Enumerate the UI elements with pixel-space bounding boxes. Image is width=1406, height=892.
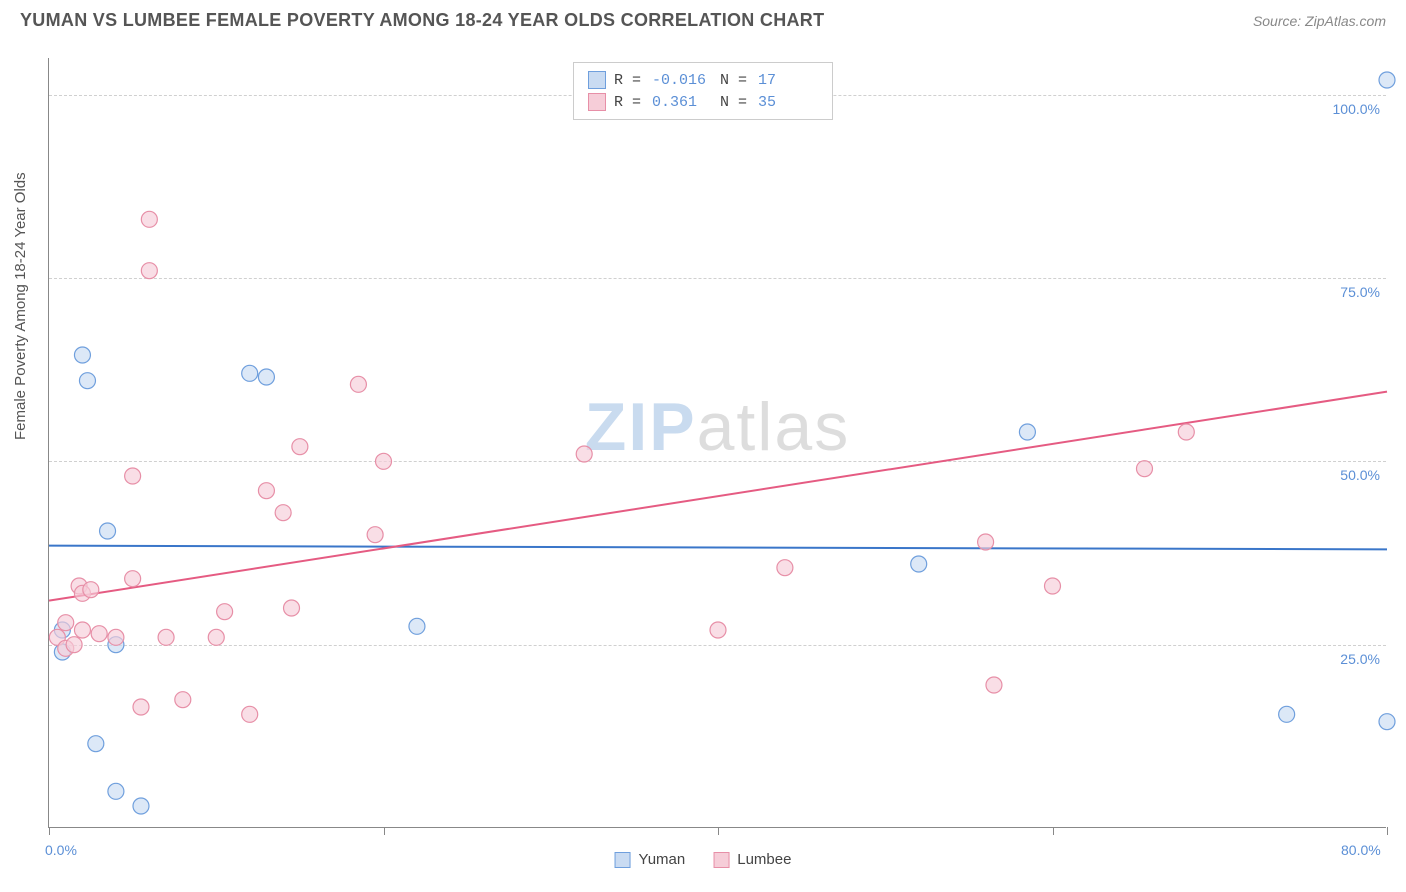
data-point	[409, 618, 425, 634]
data-point	[108, 783, 124, 799]
data-point	[88, 736, 104, 752]
data-point	[1019, 424, 1035, 440]
data-point	[1136, 461, 1152, 477]
data-point	[175, 692, 191, 708]
data-point	[292, 439, 308, 455]
data-point	[58, 615, 74, 631]
data-point	[125, 571, 141, 587]
data-point	[125, 468, 141, 484]
x-tick-label: 80.0%	[1341, 842, 1381, 858]
regression-line	[49, 392, 1387, 601]
data-point	[986, 677, 1002, 693]
data-point	[258, 483, 274, 499]
data-point	[158, 629, 174, 645]
data-point	[133, 699, 149, 715]
n-label: N =	[720, 94, 750, 111]
data-point	[242, 706, 258, 722]
legend-swatch	[588, 71, 606, 89]
series-name: Lumbee	[737, 851, 791, 868]
data-point	[91, 626, 107, 642]
data-point	[242, 365, 258, 381]
scatter-chart: ZIPatlas 25.0%50.0%75.0%100.0%0.0%80.0%	[48, 58, 1386, 828]
r-label: R =	[614, 94, 644, 111]
x-tick	[1387, 827, 1388, 835]
data-point	[911, 556, 927, 572]
data-point	[66, 637, 82, 653]
x-tick	[49, 827, 50, 835]
data-point	[133, 798, 149, 814]
data-point	[284, 600, 300, 616]
r-label: R =	[614, 72, 644, 89]
chart-title: YUMAN VS LUMBEE FEMALE POVERTY AMONG 18-…	[20, 10, 824, 31]
n-value: 17	[758, 72, 818, 89]
stats-legend: R = -0.016 N = 17 R = 0.361 N = 35	[573, 62, 833, 120]
y-axis-label: Female Poverty Among 18-24 Year Olds	[12, 172, 29, 440]
data-point	[1379, 714, 1395, 730]
chart-svg	[49, 58, 1387, 828]
legend-swatch	[588, 93, 606, 111]
series-legend: Yuman Lumbee	[615, 851, 792, 868]
data-point	[74, 347, 90, 363]
data-point	[258, 369, 274, 385]
series-legend-item: Yuman	[615, 851, 686, 868]
data-point	[576, 446, 592, 462]
data-point	[83, 582, 99, 598]
x-tick-label: 0.0%	[45, 842, 77, 858]
data-point	[1279, 706, 1295, 722]
data-point	[217, 604, 233, 620]
data-point	[79, 373, 95, 389]
r-value: 0.361	[652, 94, 712, 111]
data-point	[350, 376, 366, 392]
data-point	[74, 622, 90, 638]
data-point	[1379, 72, 1395, 88]
data-point	[100, 523, 116, 539]
n-value: 35	[758, 94, 818, 111]
data-point	[141, 211, 157, 227]
data-point	[1178, 424, 1194, 440]
data-point	[376, 453, 392, 469]
data-point	[978, 534, 994, 550]
stats-legend-row: R = 0.361 N = 35	[588, 91, 818, 113]
regression-line	[49, 546, 1387, 550]
data-point	[367, 527, 383, 543]
source-attribution: Source: ZipAtlas.com	[1253, 13, 1386, 29]
series-legend-item: Lumbee	[713, 851, 791, 868]
x-tick	[384, 827, 385, 835]
data-point	[208, 629, 224, 645]
n-label: N =	[720, 72, 750, 89]
series-name: Yuman	[639, 851, 686, 868]
data-point	[108, 629, 124, 645]
data-point	[141, 263, 157, 279]
legend-swatch	[615, 852, 631, 868]
legend-swatch	[713, 852, 729, 868]
data-point	[710, 622, 726, 638]
r-value: -0.016	[652, 72, 712, 89]
x-tick	[1053, 827, 1054, 835]
data-point	[275, 505, 291, 521]
data-point	[777, 560, 793, 576]
x-tick	[718, 827, 719, 835]
stats-legend-row: R = -0.016 N = 17	[588, 69, 818, 91]
data-point	[1045, 578, 1061, 594]
